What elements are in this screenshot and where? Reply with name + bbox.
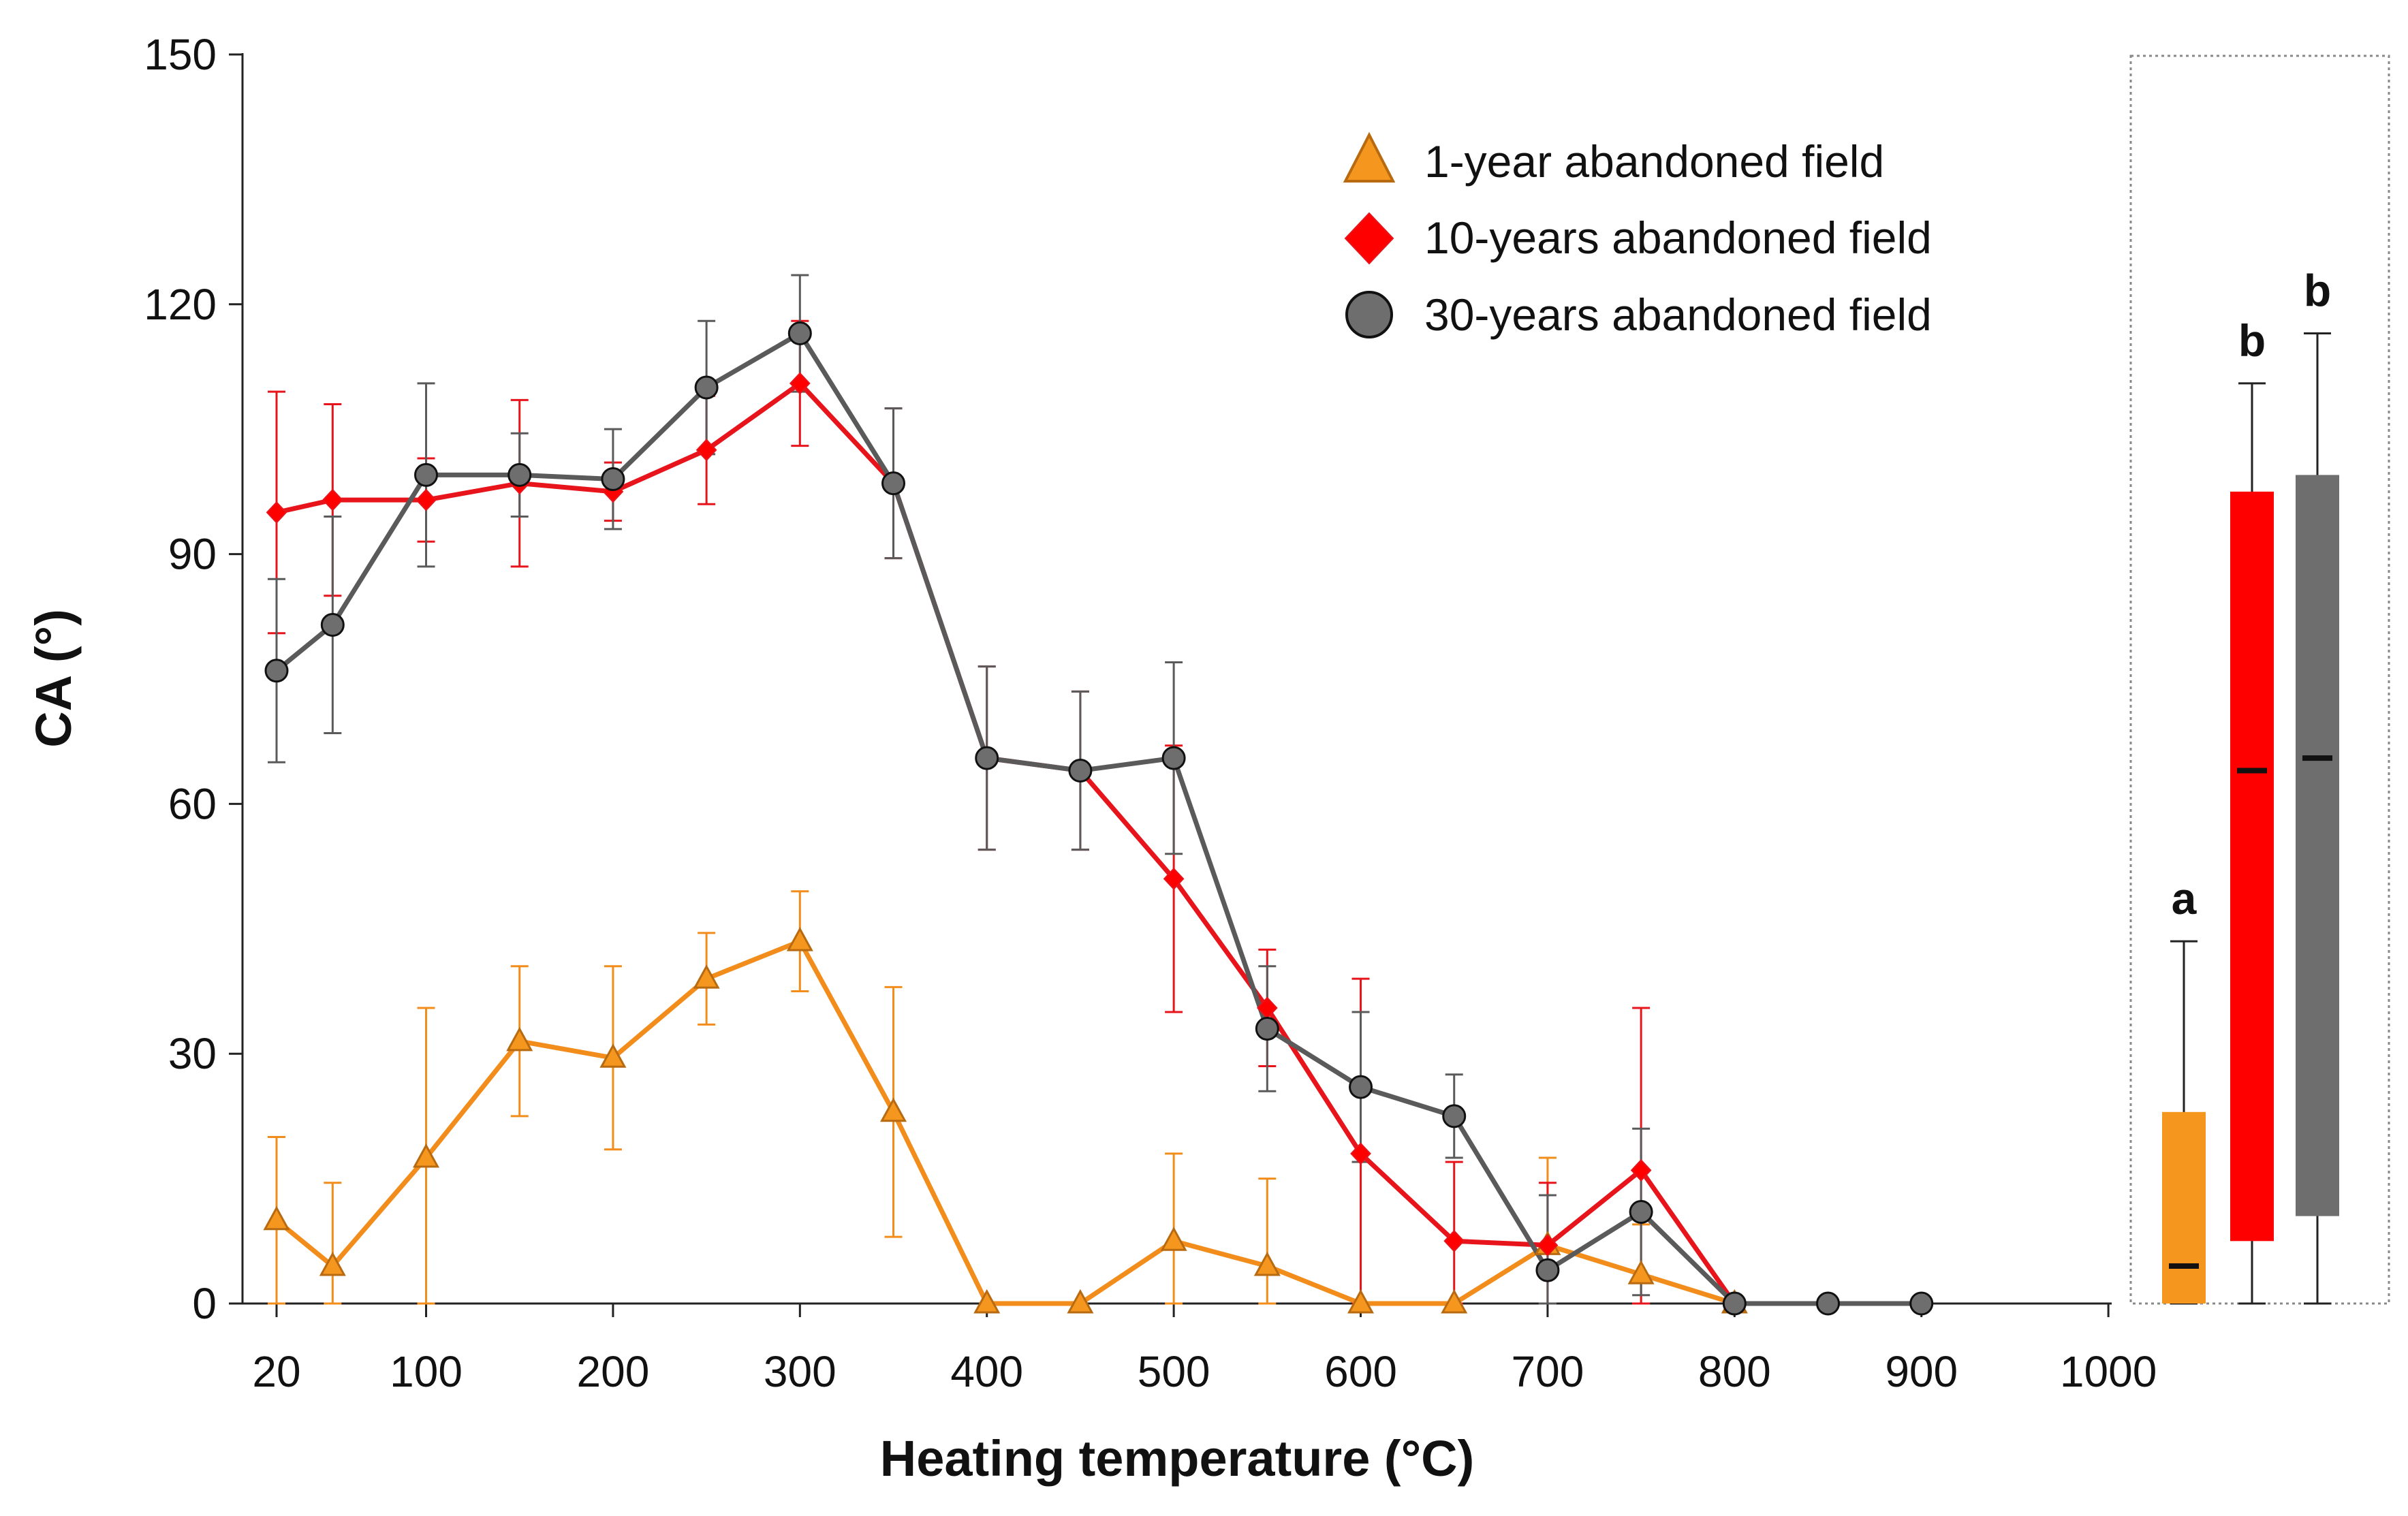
series-markers — [263, 321, 1934, 1316]
data-point-triangle — [412, 1143, 440, 1168]
legend-triangle-icon — [1343, 131, 1396, 183]
data-point-circle — [1068, 758, 1093, 783]
x-tick-label: 1000 — [2060, 1347, 2157, 1396]
x-ticks: 20 100 200 300 400 500 600 700 800 900 1000 — [252, 1304, 2157, 1396]
x-tick-label: 400 — [950, 1347, 1023, 1396]
data-point-triangle — [693, 964, 720, 989]
box-body — [2230, 491, 2274, 1242]
boxes: a bb — [2162, 266, 2339, 1305]
box-body — [2162, 1111, 2206, 1304]
data-point-circle — [975, 746, 999, 770]
legend-item-1-year: 1-year abandoned field — [1343, 131, 1884, 187]
data-point-circle — [1442, 1104, 1467, 1128]
data-point-circle — [881, 471, 906, 496]
x-axis-title: Heating temperature (°C) — [880, 1430, 1475, 1487]
data-point-triangle — [973, 1289, 1001, 1314]
data-point-circle — [1255, 1017, 1279, 1041]
data-point-triangle — [319, 1251, 346, 1276]
data-point-circle — [1816, 1291, 1841, 1316]
x-tick-label: 100 — [390, 1347, 463, 1396]
y-axis-title: CA (°) — [25, 609, 82, 748]
data-point-diamond — [1630, 1158, 1652, 1182]
legend: 1-year abandoned field 10-years abandone… — [1343, 131, 1932, 340]
data-point-circle — [264, 659, 289, 683]
line-chart: 0 30 60 90 120 150 20 100 200 300 400 500 600 700 800… — [25, 30, 2157, 1487]
data-point-circle — [414, 462, 439, 487]
data-point-circle — [1161, 746, 1186, 770]
data-point-circle — [1722, 1291, 1747, 1316]
data-point-circle — [787, 321, 812, 346]
series-line — [275, 938, 1736, 1306]
data-point-circle — [320, 612, 345, 637]
data-point-diamond — [322, 488, 343, 511]
data-point-triangle — [506, 1026, 533, 1052]
y-tick-label: 150 — [144, 30, 217, 79]
significance-label: a — [2172, 873, 2198, 923]
x-tick-label: 800 — [1698, 1347, 1771, 1396]
x-tick-label: 600 — [1324, 1347, 1397, 1396]
x-tick-label: 20 — [252, 1347, 300, 1396]
y-tick-label: 60 — [168, 779, 217, 828]
data-point-circle — [507, 462, 532, 487]
data-point-diamond — [1163, 867, 1185, 890]
x-tick-label: 900 — [1885, 1347, 1958, 1396]
data-point-triangle — [1160, 1227, 1187, 1251]
data-point-circle — [1349, 1075, 1373, 1099]
data-point-triangle — [1347, 1289, 1375, 1314]
box-1: a — [2162, 873, 2206, 1305]
x-tick-label: 500 — [1138, 1347, 1210, 1396]
y-ticks: 0 30 60 90 120 150 — [144, 30, 243, 1328]
data-point-diamond — [266, 501, 287, 524]
data-point-triangle — [879, 1097, 907, 1122]
data-point-diamond — [1537, 1233, 1559, 1257]
data-point-circle — [1535, 1258, 1560, 1282]
data-point-circle — [1909, 1291, 1934, 1316]
legend-label-30-years: 30-years abandoned field — [1424, 289, 1932, 340]
box-plot-panel: a bb — [2129, 54, 2390, 1305]
box-2: b — [2230, 315, 2274, 1305]
data-point-triangle — [599, 1043, 627, 1068]
data-point-diamond — [789, 372, 811, 395]
data-point-triangle — [1441, 1289, 1468, 1314]
data-point-circle — [601, 467, 625, 492]
data-point-diamond — [416, 488, 437, 511]
data-point-circle — [1629, 1200, 1653, 1225]
data-point-triangle — [1627, 1260, 1655, 1284]
legend-circle-icon — [1345, 291, 1393, 338]
data-point-triangle — [1253, 1251, 1281, 1276]
y-tick-label: 120 — [144, 280, 217, 329]
box-3: b — [2296, 266, 2339, 1305]
legend-item-10-years: 10-years abandoned field — [1344, 212, 1932, 265]
legend-diamond-icon — [1344, 212, 1394, 265]
data-point-triangle — [1067, 1289, 1094, 1314]
data-point-triangle — [786, 927, 813, 951]
x-tick-label: 300 — [764, 1347, 836, 1396]
x-tick-label: 700 — [1512, 1347, 1584, 1396]
significance-label: b — [2238, 315, 2266, 366]
data-point-circle — [694, 375, 719, 400]
legend-label-10-years: 10-years abandoned field — [1424, 212, 1932, 263]
data-point-diamond — [1350, 1142, 1371, 1165]
y-tick-label: 0 — [192, 1279, 217, 1328]
data-point-diamond — [1443, 1229, 1465, 1252]
significance-label: b — [2304, 266, 2331, 316]
data-point-diamond — [695, 439, 717, 462]
x-tick-label: 200 — [577, 1347, 650, 1396]
series-line — [276, 381, 1737, 1306]
box-panel-frame — [2129, 54, 2390, 1305]
legend-item-30-years: 30-years abandoned field — [1345, 289, 1932, 340]
box-body — [2296, 475, 2339, 1216]
error-bars — [268, 274, 1651, 1305]
data-point-triangle — [263, 1205, 290, 1231]
legend-label-1-year: 1-year abandoned field — [1424, 136, 1884, 187]
y-tick-label: 90 — [168, 530, 217, 579]
y-tick-label: 30 — [168, 1029, 217, 1078]
